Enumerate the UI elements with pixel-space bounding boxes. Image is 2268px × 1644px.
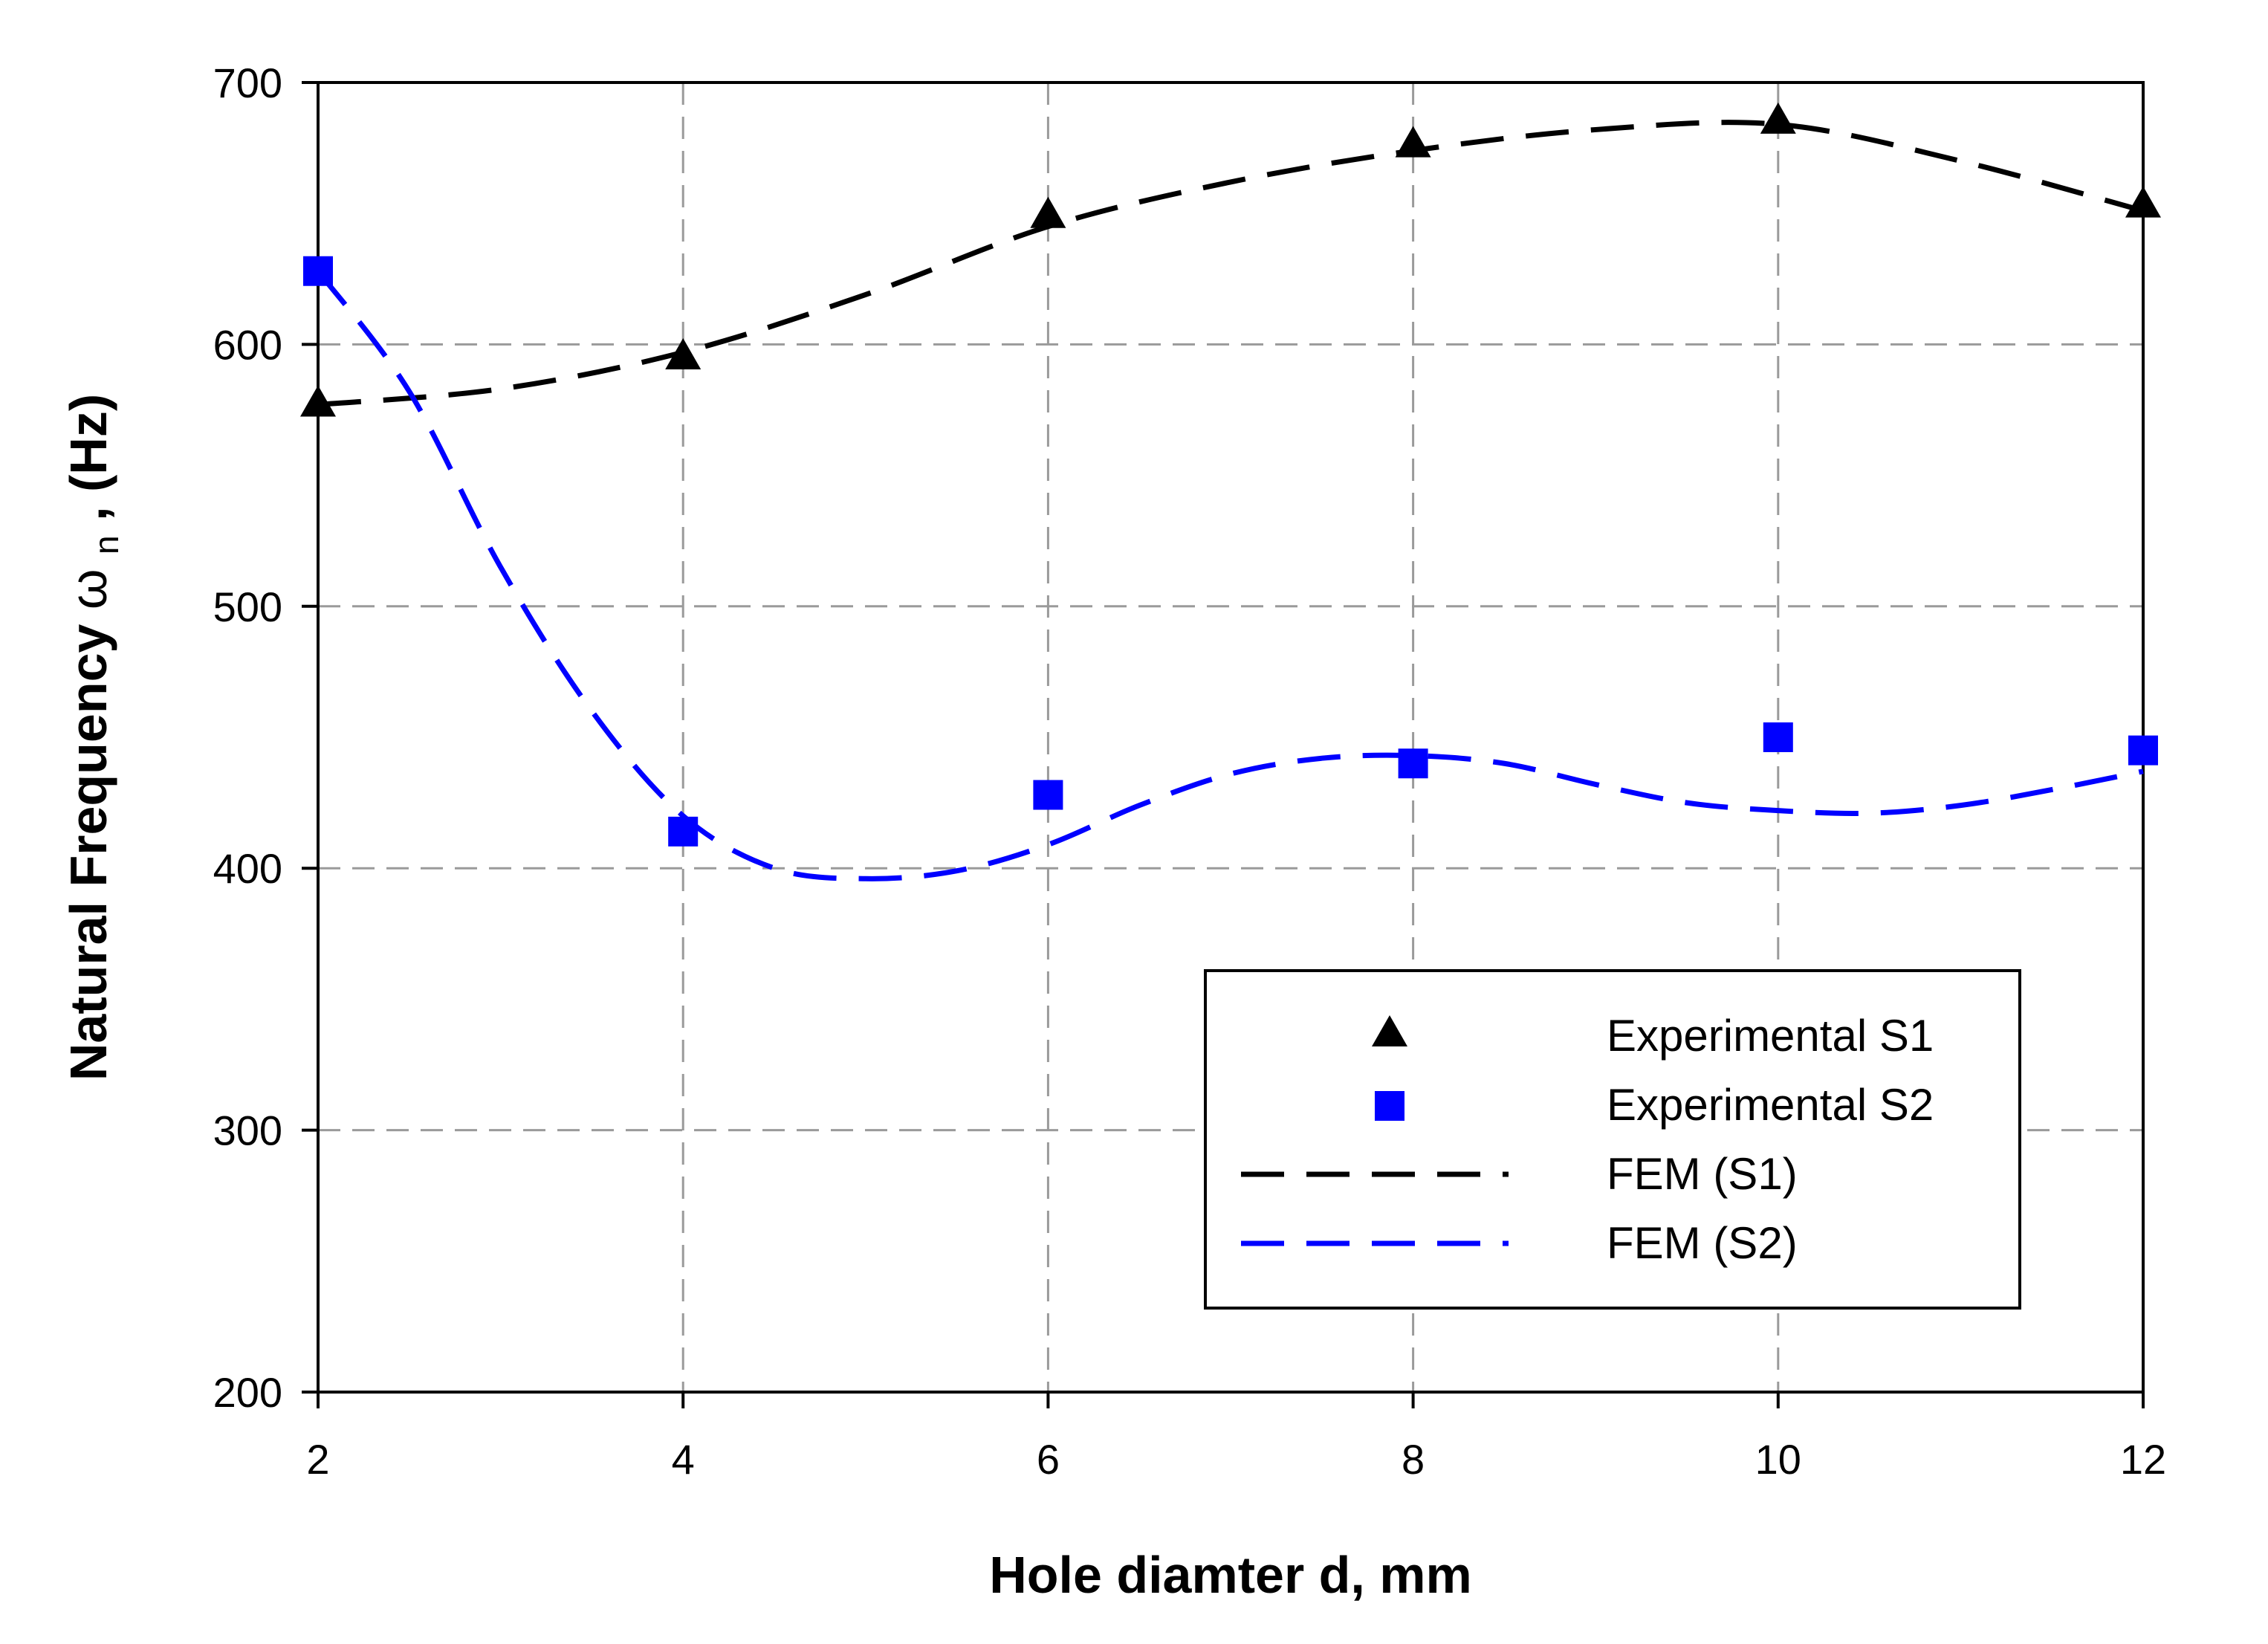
x-axis-title: Hole diamter d, mm <box>989 1546 1472 1604</box>
y-tick-label: 500 <box>213 583 282 630</box>
series-line-fem-s2 <box>316 269 2144 881</box>
legend-marker-experimental-s2 <box>1375 1091 1404 1121</box>
legend-label-experimental-s1: Experimental S1 <box>1607 1011 1934 1061</box>
data-point-experimental-s2 <box>2128 735 2158 766</box>
x-tick-label: 4 <box>672 1436 695 1483</box>
legend-box <box>1204 969 2021 1310</box>
y-axis-title: Natural Frequency ω n , (Hz) <box>59 394 129 1081</box>
y-tick-label: 200 <box>213 1369 282 1416</box>
series-line-fem-s1 <box>317 120 2144 407</box>
data-point-experimental-s2 <box>1033 780 1063 810</box>
y-axis-title-unit: , (Hz) <box>59 394 117 521</box>
y-tick-label: 300 <box>213 1107 282 1154</box>
x-tick-label: 8 <box>1402 1436 1425 1483</box>
y-axis-title-main: Natural Frequency <box>59 624 117 1081</box>
y-tick-label: 400 <box>213 845 282 892</box>
legend-label-fem-s1: FEM (S1) <box>1607 1149 1798 1199</box>
legend-marker-experimental-s1 <box>1372 1015 1407 1046</box>
data-point-experimental-s2 <box>1398 748 1428 779</box>
x-tick-label: 2 <box>306 1436 329 1483</box>
y-axis-title-symbol: ω <box>59 569 117 609</box>
x-tick-label: 6 <box>1037 1436 1060 1483</box>
data-point-experimental-s2 <box>303 256 333 286</box>
legend-label-fem-s2: FEM (S2) <box>1607 1218 1798 1268</box>
series-layer <box>300 102 2161 881</box>
y-axis-title-subscript: n <box>87 535 126 554</box>
data-point-experimental-s1 <box>1395 126 1431 158</box>
x-tick-label: 10 <box>1755 1436 1801 1483</box>
x-tick-label: 12 <box>2120 1436 2166 1483</box>
data-point-experimental-s1 <box>2125 186 2161 218</box>
data-point-experimental-s1 <box>665 338 702 370</box>
y-tick-label: 600 <box>213 321 282 368</box>
legend-label-experimental-s2: Experimental S2 <box>1607 1080 1934 1130</box>
data-point-experimental-s2 <box>1763 722 1793 752</box>
axis-ticks: 2 4 6 8 10 12 200 300 400 500 600 700 <box>213 59 2167 1483</box>
data-point-experimental-s1 <box>1760 102 1796 134</box>
data-point-experimental-s1 <box>300 385 336 417</box>
legend: Experimental S1 Experimental S2 FEM (S1)… <box>1204 969 2021 1310</box>
data-point-experimental-s1 <box>1030 196 1066 228</box>
data-point-experimental-s2 <box>668 816 699 847</box>
y-tick-label: 700 <box>213 59 282 106</box>
svg-text:Natural Frequency: Natural Frequency ω n , (Hz) <box>59 394 129 1081</box>
